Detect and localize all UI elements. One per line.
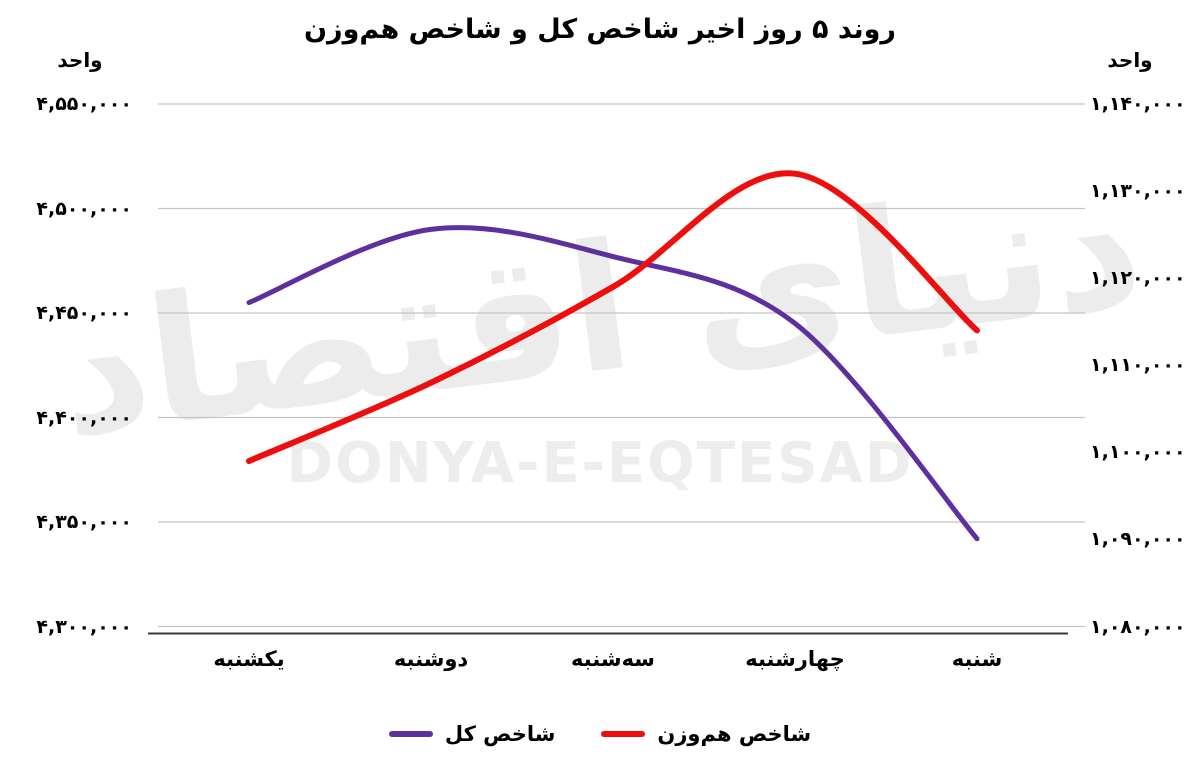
- x-axis-day-label: چهارشنبه: [745, 647, 845, 671]
- left-axis-tick-label: ۴,۵۰۰,۰۰۰: [36, 197, 132, 220]
- chart-title: روند ۵ روز اخیر شاخص کل و شاخص هم‌وزن: [304, 14, 896, 45]
- x-axis-day-label: یکشنبه: [213, 647, 285, 671]
- right-axis-tick-label: ۱,۰۹۰,۰۰۰: [1090, 528, 1186, 551]
- x-axis-day-label: دوشنبه: [393, 647, 469, 671]
- left-axis-tick-label: ۴,۳۰۰,۰۰۰: [36, 615, 132, 638]
- right-axis-unit-label: واحد: [1107, 48, 1153, 72]
- left-axis-tick-label: ۴,۳۵۰,۰۰۰: [36, 511, 132, 533]
- watermark-latin: DONYA-E-EQTESAD: [286, 431, 914, 496]
- legend: شاخص کل شاخص هم‌وزن: [0, 716, 1200, 752]
- legend-swatch-equal-weight-index-line: [601, 731, 646, 737]
- right-axis-tick-label: ۱,۰۸۰,۰۰۰: [1090, 615, 1186, 638]
- total-index-line: [246, 225, 980, 542]
- left-axis-tick-label: ۴,۴۵۰,۰۰۰: [36, 302, 132, 324]
- x-axis-day-label: شنبه: [951, 647, 1003, 671]
- left-axis-tick-label: ۴,۵۵۰,۰۰۰: [36, 93, 132, 115]
- right-axis-tick-label: ۱,۱۴۰,۰۰۰: [1090, 93, 1186, 115]
- left-axis-unit-label: واحد: [57, 48, 103, 72]
- legend-label-total-index: شاخص کل: [444, 722, 556, 746]
- equal-weight-index-line: [246, 170, 980, 465]
- right-axis-tick-label: ۱,۱۲۰,۰۰۰: [1090, 267, 1186, 290]
- left-axis-tick-label: ۴,۴۰۰,۰۰۰: [36, 406, 132, 429]
- right-axis-tick-label: ۱,۱۰۰,۰۰۰: [1090, 441, 1186, 464]
- right-axis-tick-label: ۱,۱۱۰,۰۰۰: [1090, 354, 1186, 377]
- right-axis-tick-label: ۱,۱۳۰,۰۰۰: [1090, 180, 1186, 203]
- x-axis-day-label: سه‌شنبه: [571, 647, 655, 671]
- legend-swatch-total-index-line: [388, 731, 433, 737]
- legend-label-equal-weight-index: شاخص هم‌وزن: [657, 722, 812, 746]
